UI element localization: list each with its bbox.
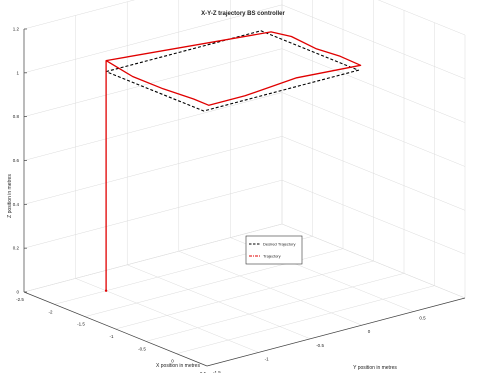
- legend-label-desired: Desired Trajectory: [263, 242, 295, 247]
- grid: [23, 0, 466, 367]
- trajectory-line: [105, 31, 362, 291]
- floor-grid-line-y: [178, 250, 362, 326]
- back-wall-grid-line-z: [23, 136, 283, 205]
- z-tick-label: 0.6: [13, 158, 20, 163]
- back-wall-grid-line-z: [23, 4, 283, 74]
- legend-label-trajectory: Trajectory: [263, 254, 281, 259]
- x-tick-label: -2: [48, 309, 52, 314]
- y-tick-label: -1: [265, 356, 269, 361]
- back-wall-grid-line-z: [23, 0, 136, 30]
- back-wall-grid-line-z: [23, 48, 283, 117]
- back-wall-grid-line-z: [23, 179, 283, 249]
- y-axis-line: [206, 297, 466, 367]
- floor-grid-line-y: [75, 278, 259, 353]
- x-tick-label: 0: [171, 359, 174, 364]
- z-tick-label: 1.2: [13, 27, 20, 32]
- back-wall-grid-line-z: [23, 223, 283, 293]
- x-tick-label: -0.5: [138, 346, 146, 351]
- y-tick-label: 0.5: [419, 316, 426, 321]
- chart-title: X-Y-Z trajectory BS controller: [201, 11, 285, 17]
- trajectory-start-point: [104, 289, 108, 292]
- x-tick-label: -1: [109, 334, 113, 339]
- legend-box: [245, 235, 303, 265]
- side-wall-grid-line-z: [377, 0, 466, 36]
- x-axis-line: [23, 291, 208, 367]
- z-axis-label: Z position in metres: [7, 174, 13, 218]
- z-tick-label: 0.8: [13, 114, 20, 119]
- back-wall-grid-line-z: [23, 92, 283, 161]
- side-wall-grid-line-z: [281, 223, 466, 299]
- desired-trajectory-line: [105, 30, 360, 112]
- y-axis-label: Y position in metres: [353, 365, 397, 371]
- z-tick-label: 0.2: [13, 246, 20, 251]
- z-tick-label: 0: [16, 290, 19, 295]
- z-tick-label: 1: [16, 70, 19, 75]
- floor-grid-line-x: [145, 273, 405, 342]
- y-tick-label: 0: [368, 329, 371, 334]
- floor-grid-line-y: [127, 264, 311, 340]
- side-wall-grid-line-z: [281, 4, 466, 80]
- x-axis-label: X position in metres: [156, 363, 200, 369]
- floor-grid-line-x: [115, 260, 374, 330]
- side-wall-grid-line-z: [281, 92, 466, 167]
- x-tick-label: -1.5: [77, 322, 85, 327]
- y-tick-label: -0.5: [316, 343, 324, 348]
- floor-grid-line-x: [84, 248, 344, 317]
- side-wall-grid-line-z: [281, 179, 466, 255]
- y-tick-label: -1.5: [213, 370, 221, 373]
- side-wall-grid-line-z: [281, 48, 466, 123]
- series-lines: [104, 30, 362, 292]
- floor-grid-line-x: [176, 285, 435, 354]
- z-tick-label: 0.4: [13, 202, 20, 207]
- legend: Desired Trajectory Trajectory: [245, 235, 303, 265]
- tick-labels: -2.5 -2 -1.5 -1 -0.5 0 0.5 -1.5 -1 -0.5 0 0.5 0 0.2 0.…: [13, 27, 426, 373]
- side-wall-grid-line-z: [281, 136, 466, 211]
- x-tick-label: 0.5: [200, 371, 207, 373]
- x-tick-label: -2.5: [16, 297, 24, 302]
